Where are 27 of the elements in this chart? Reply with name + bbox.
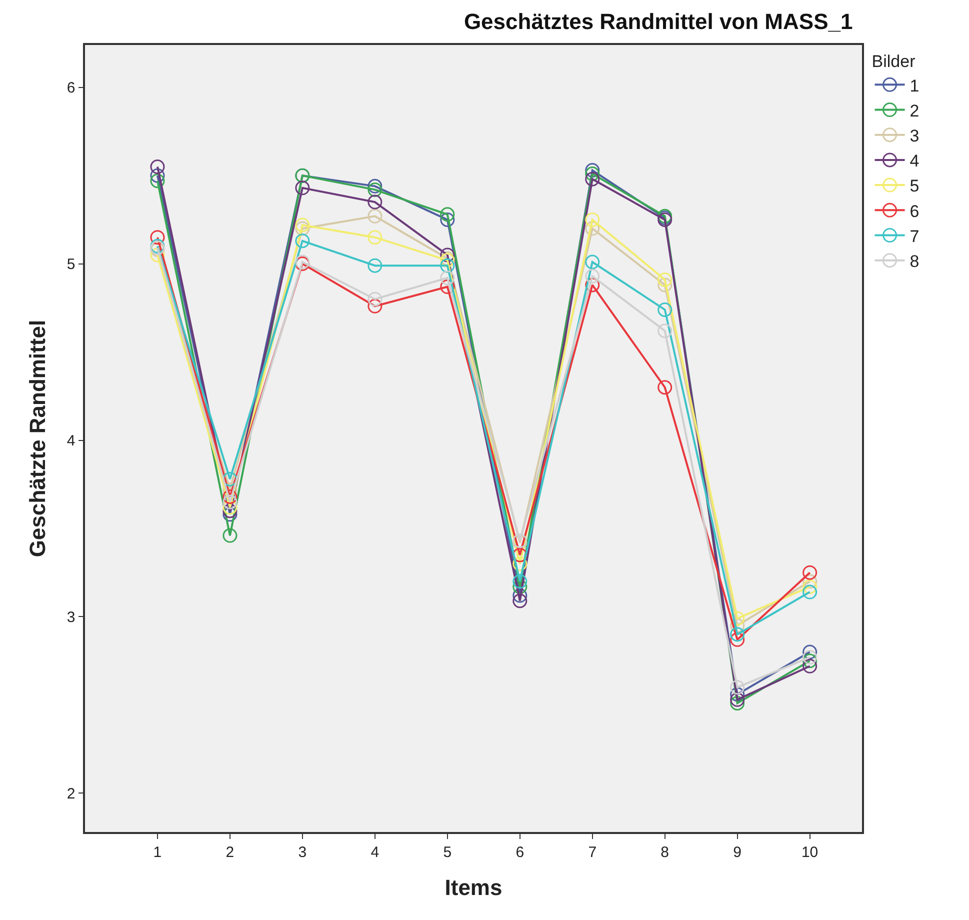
y-tick-label: 2 xyxy=(66,785,76,802)
legend-title: Bilder xyxy=(872,52,916,72)
x-tick-label: 10 xyxy=(801,844,818,861)
legend-label: 3 xyxy=(910,126,920,146)
y-tick-label: 6 xyxy=(66,80,76,97)
x-tick-label: 6 xyxy=(516,844,524,861)
y-tick-label: 5 xyxy=(66,256,76,274)
x-axis-title: Items xyxy=(444,875,502,900)
x-tick-label: 2 xyxy=(226,844,234,861)
x-tick-label: 4 xyxy=(370,844,380,861)
x-tick-label: 3 xyxy=(298,844,307,861)
y-tick-label: 3 xyxy=(66,608,76,626)
y-axis-title: Geschätzte Randmittel xyxy=(25,320,50,558)
x-tick-label: 5 xyxy=(443,844,452,861)
legend-label: 6 xyxy=(910,202,920,221)
x-tick-label: 1 xyxy=(153,844,162,861)
x-tick-label: 7 xyxy=(588,844,597,861)
legend-label: 1 xyxy=(910,76,920,96)
x-tick-label: 9 xyxy=(733,844,742,861)
legend-label: 7 xyxy=(910,226,920,246)
legend-label: 2 xyxy=(910,101,920,120)
x-tick-label: 8 xyxy=(660,844,670,861)
y-tick-label: 4 xyxy=(66,432,76,450)
legend-label: 8 xyxy=(910,252,920,271)
legend-label: 5 xyxy=(910,176,920,196)
chart-title: Geschätztes Randmittel von MASS_1 xyxy=(464,9,853,34)
legend-label: 4 xyxy=(910,152,920,171)
